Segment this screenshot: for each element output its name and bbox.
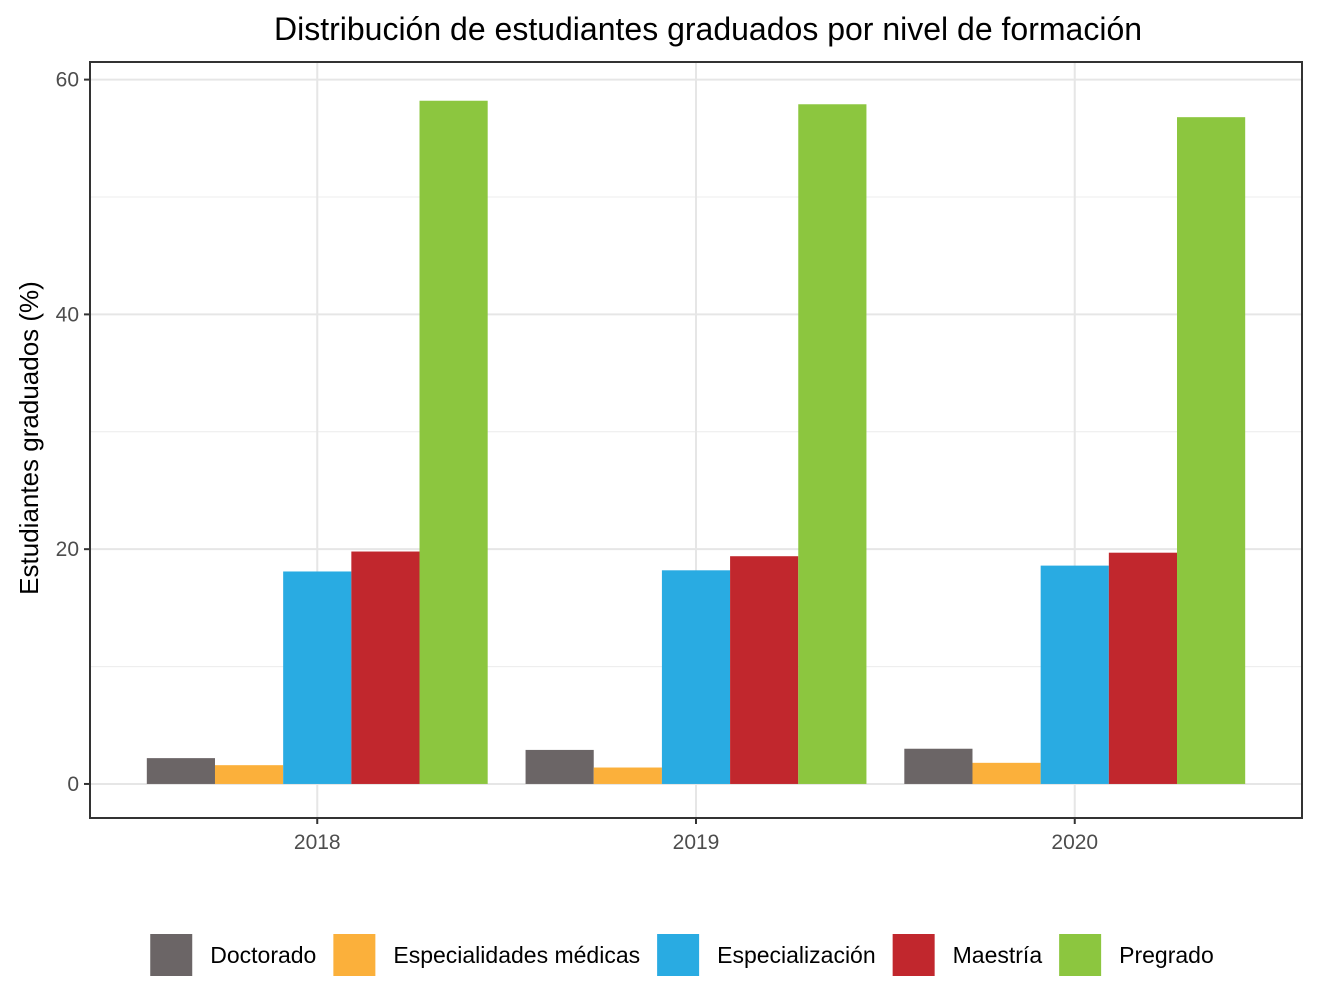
legend-item: Especialidades médicas [333,934,640,976]
legend-label: Doctorado [210,942,316,968]
x-tick-label: 2020 [1051,831,1098,854]
bar [419,100,488,784]
bar [1177,117,1246,784]
bar [798,104,867,784]
bar [1040,565,1109,784]
bar [972,762,1041,784]
legend-swatch [150,934,193,976]
bars [146,100,1246,784]
x-tick-label: 2018 [294,831,341,854]
y-axis-title: Estudiantes graduados (%) [14,281,44,595]
bar [146,758,215,784]
legend-swatch [892,934,935,976]
bar [214,765,284,784]
legend-item: Maestría [892,934,1043,976]
legend-item: Especialización [657,934,876,976]
bar [661,570,731,784]
bar [283,571,352,784]
bar [1108,552,1178,784]
bar [730,556,799,784]
legend: Doctorado Especialidades médicas Especiali… [150,934,1214,976]
legend-swatch [657,934,700,976]
x-tick-label: 2019 [673,831,720,854]
y-tick-label: 60 [56,69,79,92]
legend-label: Especialidades médicas [393,942,640,968]
legend-label: Especialización [717,942,876,968]
legend-item: Pregrado [1059,934,1214,976]
legend-swatch [333,934,376,976]
y-tick-label: 40 [56,303,79,326]
legend-swatch [1059,934,1102,976]
legend-label: Pregrado [1119,942,1214,968]
bar [351,551,420,784]
legend-label: Maestría [953,942,1043,968]
bar [525,749,594,784]
y-tick-label: 0 [67,773,79,796]
axes: 0 20 40 60 2018 2019 2020 [56,61,1303,854]
y-tick-label: 20 [56,538,79,561]
chart-title: Distribución de estudiantes graduados po… [274,11,1142,47]
bar [593,767,662,784]
bar [904,748,973,784]
legend-item: Doctorado [150,934,316,976]
